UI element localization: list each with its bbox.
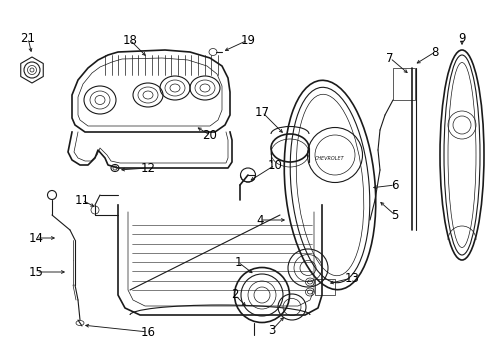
Text: 5: 5	[390, 208, 398, 221]
Text: 17: 17	[254, 105, 269, 118]
Text: 8: 8	[430, 45, 438, 59]
Text: 19: 19	[240, 33, 255, 46]
Text: 10: 10	[267, 158, 282, 171]
Text: 11: 11	[74, 194, 89, 207]
Text: 1: 1	[234, 256, 241, 269]
Text: 12: 12	[140, 162, 155, 175]
Text: 16: 16	[140, 325, 155, 338]
Text: 20: 20	[202, 129, 217, 141]
Text: 7: 7	[386, 51, 393, 64]
Bar	[314, 279, 334, 295]
Text: 18: 18	[122, 33, 137, 46]
Text: 15: 15	[28, 266, 43, 279]
Text: 4: 4	[256, 213, 263, 226]
Text: 14: 14	[28, 231, 43, 244]
Text: 13: 13	[344, 271, 359, 284]
Bar	[392, 68, 414, 100]
Text: CHEVROLET: CHEVROLET	[315, 156, 344, 161]
Text: 2: 2	[231, 288, 238, 302]
Text: 21: 21	[20, 32, 36, 45]
Text: 3: 3	[268, 324, 275, 337]
Text: 9: 9	[457, 32, 465, 45]
Text: 6: 6	[390, 179, 398, 192]
